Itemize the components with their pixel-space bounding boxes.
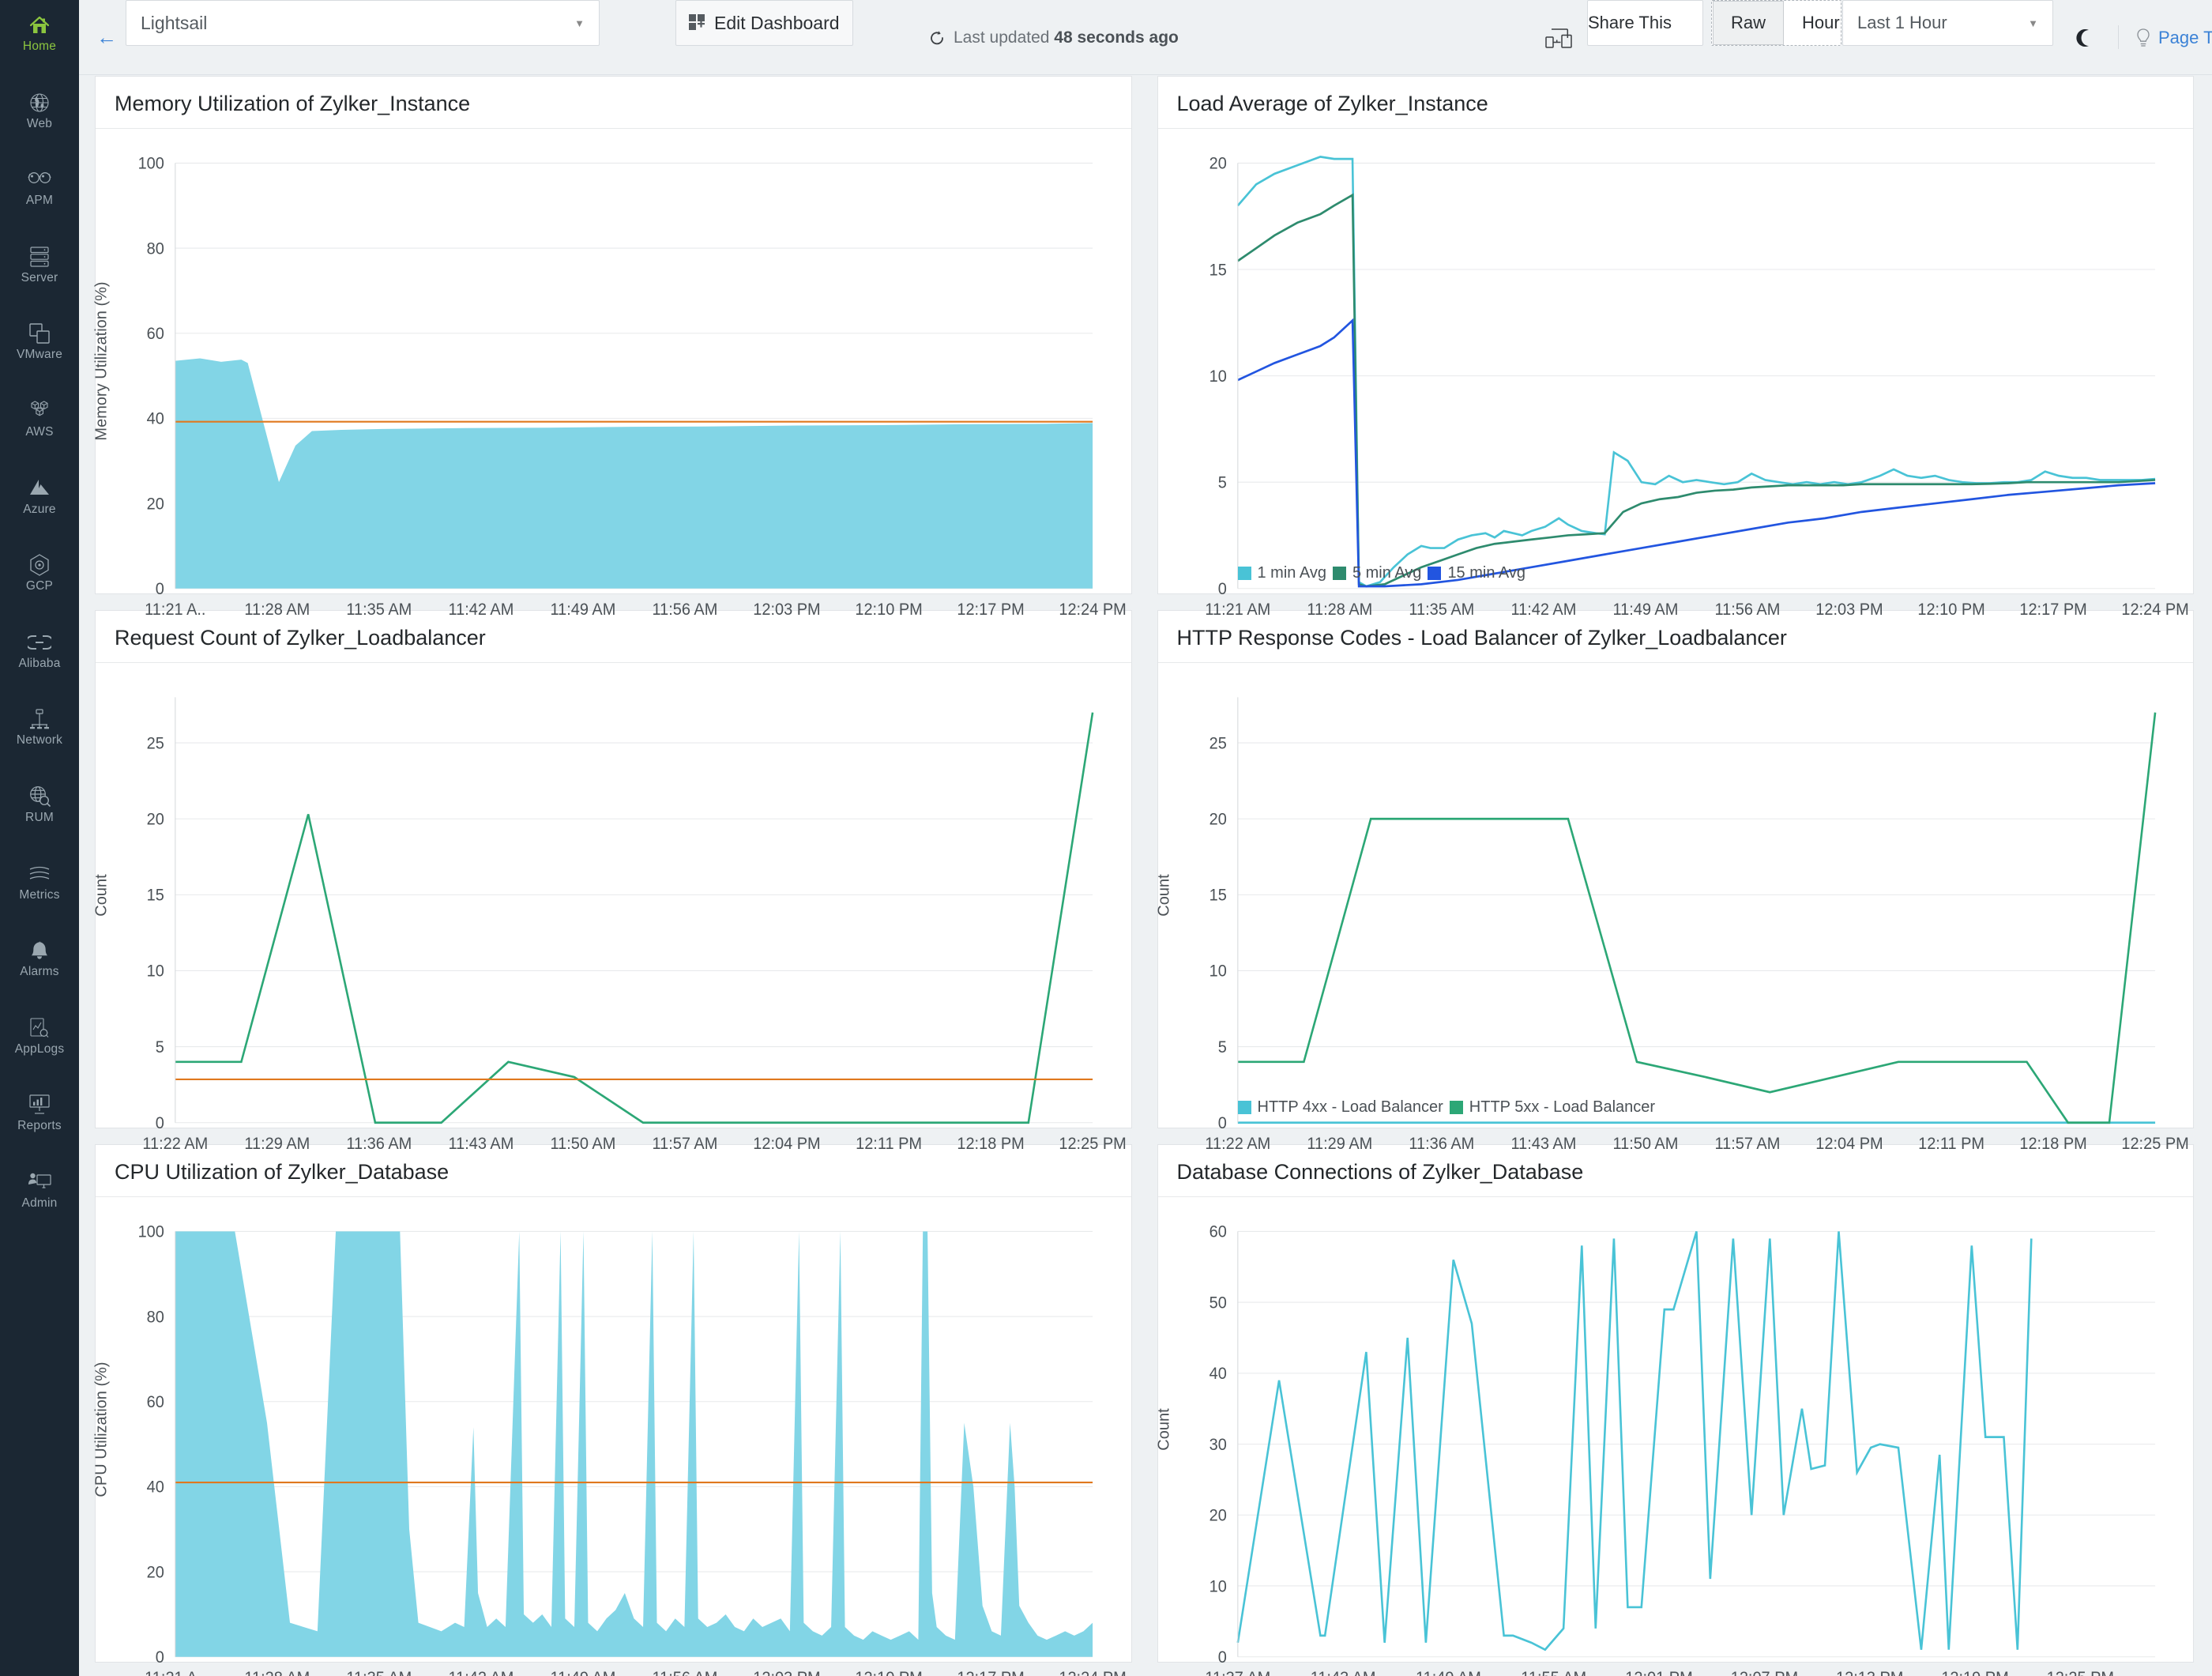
svg-text:11:28 AM: 11:28 AM xyxy=(244,601,310,620)
svg-text:11:35 AM: 11:35 AM xyxy=(1409,601,1474,620)
svg-text:11:49 AM: 11:49 AM xyxy=(551,1669,616,1676)
svg-text:12:17 PM: 12:17 PM xyxy=(957,1669,1024,1676)
svg-text:12:25 PM: 12:25 PM xyxy=(1059,1135,1126,1154)
svg-text:12:01 PM: 12:01 PM xyxy=(1625,1669,1692,1676)
svg-text:12:04 PM: 12:04 PM xyxy=(753,1135,820,1154)
svg-text:20: 20 xyxy=(147,1563,164,1582)
svg-text:11:36 AM: 11:36 AM xyxy=(1409,1135,1474,1154)
svg-text:12:13 PM: 12:13 PM xyxy=(1836,1669,1903,1676)
svg-text:11:56 AM: 11:56 AM xyxy=(1714,601,1780,620)
svg-text:25: 25 xyxy=(147,734,164,753)
svg-text:10: 10 xyxy=(1209,367,1226,386)
svg-text:12:24 PM: 12:24 PM xyxy=(2121,601,2188,620)
svg-text:11:42 AM: 11:42 AM xyxy=(449,1669,514,1676)
svg-text:15: 15 xyxy=(147,886,164,905)
svg-text:5: 5 xyxy=(156,1038,164,1056)
svg-text:12:11 PM: 12:11 PM xyxy=(856,1135,922,1154)
svg-text:11:49 AM: 11:49 AM xyxy=(551,601,616,620)
svg-text:11:50 AM: 11:50 AM xyxy=(551,1135,616,1154)
svg-text:11:50 AM: 11:50 AM xyxy=(1612,1135,1678,1154)
svg-text:60: 60 xyxy=(147,1393,164,1412)
svg-text:15: 15 xyxy=(1209,261,1226,280)
svg-text:80: 80 xyxy=(147,239,164,258)
svg-text:40: 40 xyxy=(147,409,164,428)
svg-text:0: 0 xyxy=(1217,580,1226,599)
svg-text:100: 100 xyxy=(138,154,164,173)
svg-text:20: 20 xyxy=(1209,810,1226,829)
svg-text:12:10 PM: 12:10 PM xyxy=(855,1669,922,1676)
svg-text:15: 15 xyxy=(1209,886,1226,905)
svg-text:20: 20 xyxy=(1209,1506,1226,1525)
svg-text:12:10 PM: 12:10 PM xyxy=(1917,601,1984,620)
svg-text:20: 20 xyxy=(1209,154,1226,173)
svg-text:12:25 PM: 12:25 PM xyxy=(2046,1669,2113,1676)
svg-text:11:43 AM: 11:43 AM xyxy=(449,1135,514,1154)
svg-text:11:56 AM: 11:56 AM xyxy=(653,1669,718,1676)
svg-text:11:29 AM: 11:29 AM xyxy=(244,1135,310,1154)
svg-text:10: 10 xyxy=(1209,1577,1226,1596)
svg-text:5: 5 xyxy=(1217,1038,1226,1056)
svg-text:40: 40 xyxy=(1209,1365,1226,1384)
svg-text:11:22 AM: 11:22 AM xyxy=(1205,1135,1270,1154)
svg-text:100: 100 xyxy=(138,1222,164,1241)
svg-text:12:24 PM: 12:24 PM xyxy=(1059,1669,1126,1676)
svg-text:12:03 PM: 12:03 PM xyxy=(1815,601,1883,620)
svg-text:40: 40 xyxy=(147,1478,164,1497)
svg-text:25: 25 xyxy=(1209,734,1226,753)
svg-text:10: 10 xyxy=(147,962,164,981)
svg-text:12:04 PM: 12:04 PM xyxy=(1815,1135,1883,1154)
svg-text:12:18 PM: 12:18 PM xyxy=(2019,1135,2086,1154)
svg-text:20: 20 xyxy=(147,495,164,514)
svg-text:12:03 PM: 12:03 PM xyxy=(753,601,820,620)
svg-text:11:57 AM: 11:57 AM xyxy=(653,1135,718,1154)
svg-text:50: 50 xyxy=(1209,1294,1226,1313)
svg-text:12:07 PM: 12:07 PM xyxy=(1730,1669,1797,1676)
svg-text:11:43 AM: 11:43 AM xyxy=(1510,1135,1576,1154)
svg-text:11:28 AM: 11:28 AM xyxy=(1307,601,1372,620)
svg-text:12:25 PM: 12:25 PM xyxy=(2121,1135,2188,1154)
svg-text:0: 0 xyxy=(1217,1648,1226,1667)
svg-text:11:28 AM: 11:28 AM xyxy=(244,1669,310,1676)
svg-text:12:19 PM: 12:19 PM xyxy=(1941,1669,2008,1676)
svg-text:80: 80 xyxy=(147,1308,164,1327)
svg-text:30: 30 xyxy=(1209,1436,1226,1455)
svg-text:12:18 PM: 12:18 PM xyxy=(957,1135,1024,1154)
svg-text:11:21 A..: 11:21 A.. xyxy=(145,1669,205,1676)
svg-text:11:21 A..: 11:21 A.. xyxy=(145,601,205,620)
svg-text:12:17 PM: 12:17 PM xyxy=(2019,601,2086,620)
svg-text:20: 20 xyxy=(147,810,164,829)
svg-text:60: 60 xyxy=(147,325,164,344)
svg-text:12:03 PM: 12:03 PM xyxy=(753,1669,820,1676)
svg-text:0: 0 xyxy=(156,1114,164,1133)
svg-text:11:55 AM: 11:55 AM xyxy=(1521,1669,1586,1676)
svg-text:11:22 AM: 11:22 AM xyxy=(142,1135,208,1154)
svg-text:11:36 AM: 11:36 AM xyxy=(346,1135,412,1154)
svg-text:11:37 AM: 11:37 AM xyxy=(1205,1669,1270,1676)
svg-text:11:42 AM: 11:42 AM xyxy=(1510,601,1576,620)
svg-text:11:29 AM: 11:29 AM xyxy=(1307,1135,1372,1154)
svg-text:0: 0 xyxy=(1217,1114,1226,1133)
svg-text:12:17 PM: 12:17 PM xyxy=(957,601,1024,620)
svg-text:11:35 AM: 11:35 AM xyxy=(346,601,412,620)
svg-text:12:24 PM: 12:24 PM xyxy=(1059,601,1126,620)
svg-text:10: 10 xyxy=(1209,962,1226,981)
svg-text:11:49 AM: 11:49 AM xyxy=(1416,1669,1481,1676)
svg-text:11:21 AM: 11:21 AM xyxy=(1205,601,1270,620)
svg-text:11:35 AM: 11:35 AM xyxy=(346,1669,412,1676)
svg-text:11:57 AM: 11:57 AM xyxy=(1714,1135,1780,1154)
svg-text:12:10 PM: 12:10 PM xyxy=(855,601,922,620)
svg-text:11:49 AM: 11:49 AM xyxy=(1612,601,1678,620)
svg-text:11:42 AM: 11:42 AM xyxy=(449,601,514,620)
svg-text:0: 0 xyxy=(156,1648,164,1667)
svg-text:11:43 AM: 11:43 AM xyxy=(1310,1669,1375,1676)
svg-text:11:56 AM: 11:56 AM xyxy=(653,601,718,620)
svg-text:5: 5 xyxy=(1217,473,1226,492)
svg-text:0: 0 xyxy=(156,580,164,599)
svg-text:60: 60 xyxy=(1209,1222,1226,1241)
svg-text:12:11 PM: 12:11 PM xyxy=(1918,1135,1984,1154)
